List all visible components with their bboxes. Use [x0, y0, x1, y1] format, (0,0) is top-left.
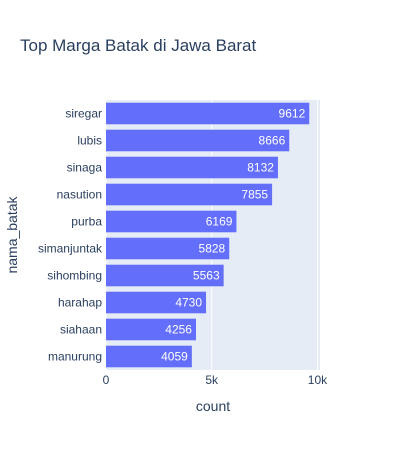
bar-value-label: 8666 [259, 134, 286, 148]
bar-lubis [106, 129, 290, 152]
bar-harahap [106, 291, 207, 314]
x-tick-labels: 0 5k 10k [103, 373, 328, 387]
x-tick-label: 0 [103, 373, 110, 387]
y-tick-label: siregar [65, 107, 102, 121]
bar-purba [106, 210, 237, 233]
y-tick-labels: siregar lubis sinaga nasution purba simanjunt… [38, 107, 103, 364]
bar-value-label: 4059 [161, 350, 188, 364]
x-axis-title: count [196, 398, 230, 414]
bar-value-label: 9612 [279, 107, 306, 121]
bar-value-label: 6169 [206, 215, 233, 229]
y-tick-label: sinaga [67, 161, 103, 175]
y-tick-label: manurung [48, 350, 102, 364]
bar-value-label: 5563 [193, 269, 220, 283]
y-tick-label: harahap [58, 296, 102, 310]
y-tick-label: nasution [57, 188, 102, 202]
y-axis-title: nama_batak [4, 195, 20, 273]
bar-nasution [106, 183, 273, 206]
bars [106, 102, 310, 368]
bar-manurung [106, 345, 192, 368]
chart-title: Top Marga Batak di Jawa Barat [20, 36, 257, 55]
x-tick-label: 5k [205, 373, 219, 387]
bar-simanjuntak [106, 237, 230, 260]
x-tick-label: 10k [308, 373, 328, 387]
bar-sinaga [106, 156, 278, 179]
bar-sihombing [106, 264, 224, 287]
bar-value-label: 4730 [175, 296, 202, 310]
bar-value-label: 7855 [241, 188, 268, 202]
y-tick-label: purba [71, 215, 102, 229]
y-tick-label: lubis [77, 134, 102, 148]
bar-value-label: 8132 [247, 161, 274, 175]
bar-value-label: 5828 [199, 242, 226, 256]
y-tick-label: sihombing [47, 269, 102, 283]
bar-siahaan [106, 318, 196, 341]
y-tick-label: siahaan [60, 323, 102, 337]
y-tick-label: simanjuntak [38, 242, 103, 256]
bar-value-label: 4256 [165, 323, 192, 337]
bar-siregar [106, 102, 310, 125]
bar-labels: 9612 8666 8132 7855 6169 5828 5563 4730 4256 4059 [161, 107, 305, 364]
